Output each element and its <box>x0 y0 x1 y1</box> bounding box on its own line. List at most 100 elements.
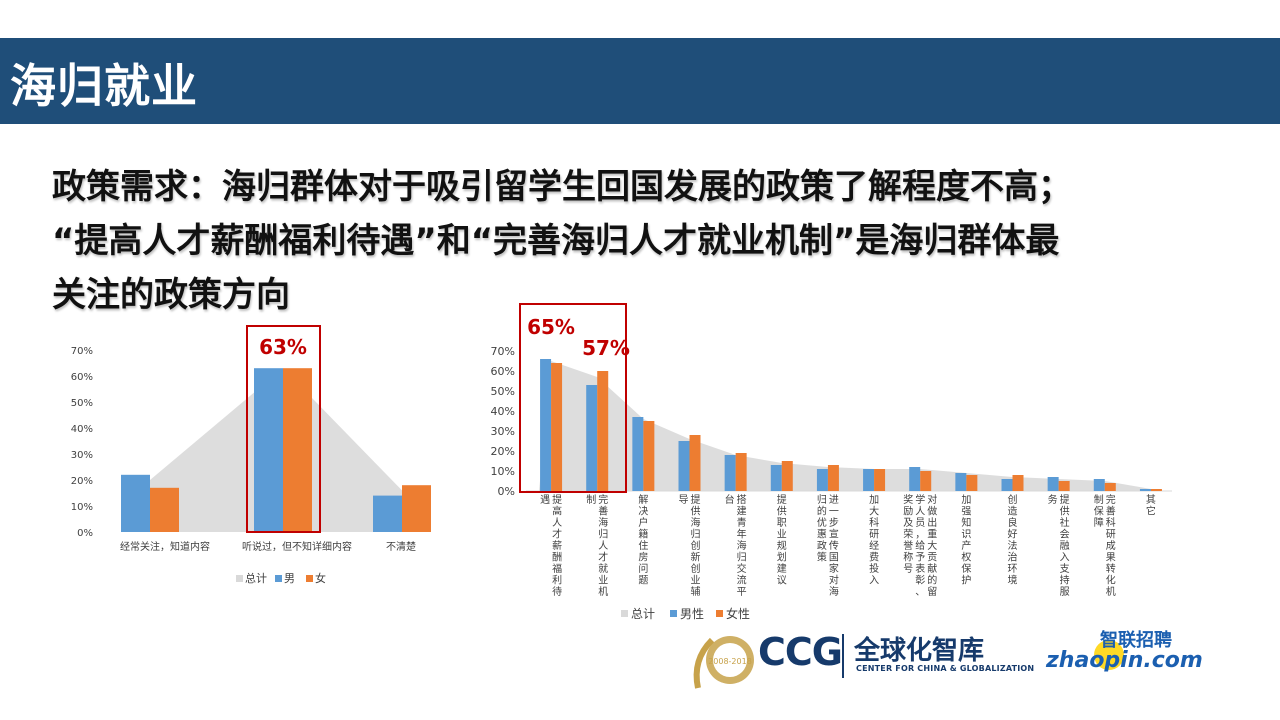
chart2-legend-swatch <box>670 610 677 617</box>
chart2-xtick-label: 进一步宣传国家对海归的优惠政策 <box>817 493 839 598</box>
logos: 2008-2018 CCG 全球化智库 CENTER FOR CHINA & G… <box>680 620 1240 700</box>
chart1-ytick-label: 20% <box>71 476 93 487</box>
chart2-bar-male <box>909 467 921 491</box>
chart1-legend-label: 总计 <box>245 571 267 585</box>
chart2-xtick-label: 提供职业规划建议 <box>777 494 787 587</box>
chart2-xtick-label: 解决户籍住房问题 <box>638 493 648 587</box>
chart1-ytick-label: 70% <box>71 346 93 357</box>
ccg-separator <box>842 634 844 678</box>
chart2-ytick-label: 10% <box>491 465 515 478</box>
chart2-bar-male <box>678 441 690 491</box>
chart2-xtick-label: 提供社会融入支持服务 <box>1048 493 1070 598</box>
chart2-bar-male <box>816 469 828 491</box>
chart2-bar-male <box>632 417 644 491</box>
chart2-ytick-label: 70% <box>491 345 515 358</box>
chart1-ytick-label: 60% <box>71 372 93 383</box>
chart2-legend-swatch <box>716 610 723 617</box>
chart1-legend-swatch <box>275 575 282 582</box>
chart2-ytick-label: 40% <box>491 405 515 418</box>
chart1-bar-male <box>373 495 402 532</box>
chart2-xtick-label: 加强知识产权保护 <box>961 494 971 587</box>
chart2-xtick-label: 创造良好法治环境 <box>1008 493 1018 587</box>
chart2-bar-male <box>955 473 967 491</box>
chart2-ytick-label: 0% <box>498 485 515 498</box>
chart1-legend-label: 女 <box>315 571 326 585</box>
chart2-bar-female <box>966 475 978 491</box>
chart2-bar-male <box>1139 489 1151 491</box>
chart2-legend-swatch <box>621 610 628 617</box>
chart2-bar-male <box>586 385 598 491</box>
chart2-bar-male <box>1093 479 1105 491</box>
chart1-bar-male <box>121 474 150 532</box>
subtitle-line-3: 关注的政策方向 <box>52 275 290 315</box>
chart2-xtick-label: 提高人才薪酬福利待遇 <box>540 494 562 598</box>
chart1-bar-female <box>402 485 431 532</box>
chart2-bar-male <box>724 455 736 491</box>
subtitle: 政策需求：海归群体对于吸引留学生回国发展的政策了解程度不高； “提高人才薪酬福利… <box>52 160 1232 322</box>
chart1-ytick-label: 30% <box>71 450 93 461</box>
ccg-years: 2008-2018 <box>708 657 752 666</box>
ccg-cn-name: 全球化智库 <box>854 636 985 666</box>
chart2-bar-female <box>1012 475 1024 491</box>
chart1-bar-female <box>283 368 312 532</box>
chart2-bar-female <box>781 461 793 491</box>
ccg-emblem-icon: 2008-2018 <box>693 636 754 689</box>
chart2-highlight-box <box>519 303 627 493</box>
title-bar: 海归就业 <box>0 38 1280 124</box>
chart2-ytick-label: 20% <box>491 445 515 458</box>
page-title: 海归就业 <box>10 59 198 113</box>
chart1-xtick-label: 经常关注，知道内容 <box>120 540 210 553</box>
chart2-xtick-label: 完善海归人才就业机制 <box>586 493 608 598</box>
chart2-legend-label: 男性 <box>680 607 704 621</box>
chart2-ytick-label: 50% <box>491 385 515 398</box>
chart2-annotation-1: 65% <box>527 315 575 339</box>
chart2-ytick-label: 60% <box>491 365 515 378</box>
chart2-ytick-label: 30% <box>491 425 515 438</box>
chart1-ytick-label: 50% <box>71 398 93 409</box>
chart1-legend-label: 男 <box>284 572 295 585</box>
zhaopin-cn-name: 智联招聘 <box>1100 630 1172 651</box>
chart2-xtick-label: 搭建青年海归交流平台 <box>725 493 747 598</box>
chart2-xtick-label: 其它 <box>1146 494 1156 518</box>
chart2-bar-male <box>540 359 552 491</box>
chart2-bar-female <box>551 363 563 491</box>
chart2-legend-label: 女性 <box>726 606 750 621</box>
subtitle-line-1: 政策需求：海归群体对于吸引留学生回国发展的政策了解程度不高； <box>52 167 1072 207</box>
chart2-bar-female <box>1104 483 1116 491</box>
chart1-ytick-label: 10% <box>71 502 93 513</box>
chart2-xtick-label: 加大科研经费投入 <box>869 494 879 587</box>
chart2-xtick-label: 对做出重大贡献的留学人员，给予表彰、奖励及荣誉称号 <box>903 493 937 598</box>
zhaopin-dot-icon <box>1094 640 1124 670</box>
chart2-bar-female <box>920 471 932 491</box>
chart2-bar-female <box>689 435 701 491</box>
chart2-bar-male <box>1001 479 1013 491</box>
chart2-xtick-label: 提供海归创新创业辅导 <box>679 494 701 598</box>
ccg-abbr: CCG <box>758 630 843 674</box>
chart2-bar-female <box>597 371 609 491</box>
chart2-annotation-2: 57% <box>582 336 630 360</box>
chart1-highlight-box <box>246 325 321 533</box>
chart2-legend-label: 总计 <box>631 607 655 621</box>
chart2-bar-female <box>735 453 747 491</box>
chart2-bar-female <box>643 421 655 491</box>
chart1-legend-swatch <box>306 575 313 582</box>
chart2-bar-female <box>874 469 886 491</box>
chart2-bar-male <box>1047 477 1059 491</box>
chart2-bar-female <box>1150 489 1162 491</box>
chart1-ytick-label: 40% <box>71 424 93 435</box>
chart1-bar-female <box>150 487 179 532</box>
chart2-bar-male <box>863 469 875 491</box>
subtitle-line-2: “提高人才薪酬福利待遇”和“完善海归人才就业机制”是海归群体最 <box>52 221 1060 261</box>
chart1-xtick-label: 不清楚 <box>386 540 416 553</box>
chart1-legend-swatch <box>236 575 243 582</box>
ccg-en-name: CENTER FOR CHINA & GLOBALIZATION <box>856 664 1035 673</box>
chart2-bar-female <box>1058 481 1070 491</box>
chart1-annotation: 63% <box>259 335 307 359</box>
zhaopin-en-name: zhaopin.com <box>1046 648 1203 673</box>
chart1-xtick-label: 听说过，但不知详细内容 <box>242 540 352 553</box>
chart2-xtick-label: 完善科研成果转化机制保障 <box>1094 493 1116 598</box>
chart1-bar-male <box>254 368 283 532</box>
chart2-bar-male <box>770 465 782 491</box>
chart1-ytick-label: 0% <box>77 528 93 539</box>
chart2-bar-female <box>827 465 839 491</box>
